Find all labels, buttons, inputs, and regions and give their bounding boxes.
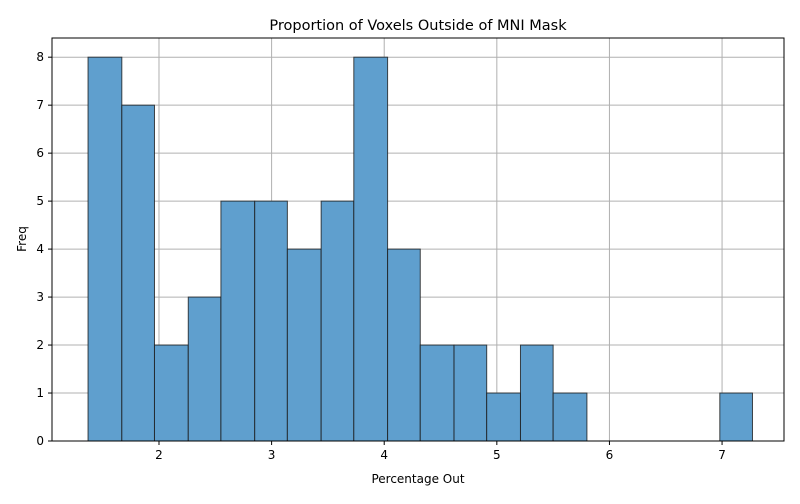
x-tick-label: 4 bbox=[380, 448, 388, 462]
histogram-bar bbox=[719, 392, 753, 442]
grid-layer bbox=[52, 38, 784, 442]
y-axis-label: Freq bbox=[15, 226, 29, 252]
y-tick-label: 2 bbox=[36, 338, 44, 352]
y-tick-label: 3 bbox=[36, 290, 44, 304]
y-tick-label: 8 bbox=[36, 50, 44, 64]
histogram-bar bbox=[153, 344, 189, 442]
histogram-bar bbox=[220, 200, 256, 442]
bars-layer bbox=[87, 56, 753, 442]
histogram-bar bbox=[254, 200, 288, 442]
histogram-bar bbox=[419, 344, 455, 442]
ticks-layer: 2 3 4 5 6 7 0 1 2 3 4 5 6 7 8 bbox=[36, 50, 726, 462]
x-tick-label: 2 bbox=[155, 448, 163, 462]
histogram-bar bbox=[387, 248, 421, 442]
y-tick-label: 4 bbox=[36, 242, 44, 256]
histogram-bar bbox=[353, 56, 389, 442]
y-tick-label: 7 bbox=[36, 98, 44, 112]
x-tick-label: 5 bbox=[493, 448, 501, 462]
x-tick-label: 3 bbox=[268, 448, 276, 462]
y-tick-label: 6 bbox=[36, 146, 44, 160]
plot-frame bbox=[51, 37, 785, 442]
histogram-bar bbox=[121, 104, 155, 442]
y-tick-label: 5 bbox=[36, 194, 44, 208]
histogram-bar bbox=[519, 344, 554, 442]
histogram-bar bbox=[320, 200, 355, 442]
y-tick-label: 0 bbox=[36, 434, 44, 448]
chart-title: Proportion of Voxels Outside of MNI Mask bbox=[269, 18, 567, 34]
histogram-bar bbox=[486, 392, 521, 442]
histogram-bar bbox=[453, 344, 488, 442]
histogram-bar bbox=[286, 248, 322, 442]
histogram-bar bbox=[552, 392, 588, 442]
x-tick-label: 6 bbox=[606, 448, 614, 462]
histogram-bar bbox=[87, 56, 123, 442]
x-tick-label: 7 bbox=[718, 448, 726, 462]
histogram-bar bbox=[187, 296, 222, 442]
y-tick-label: 1 bbox=[36, 386, 44, 400]
x-axis-label: Percentage Out bbox=[371, 472, 464, 486]
